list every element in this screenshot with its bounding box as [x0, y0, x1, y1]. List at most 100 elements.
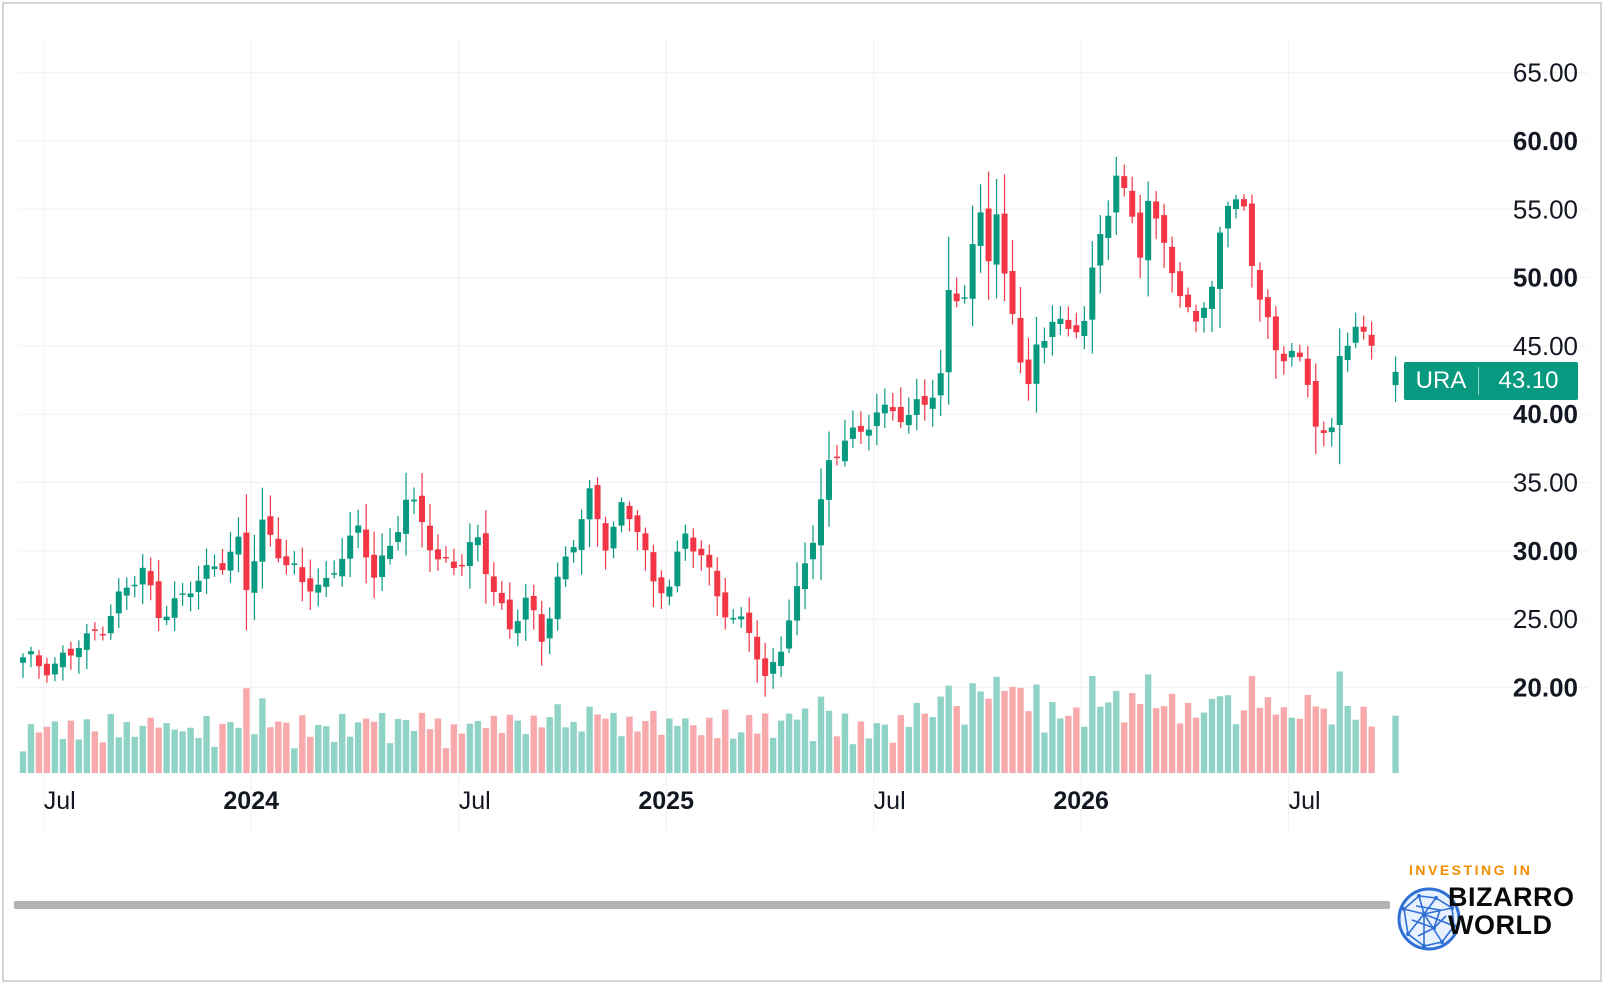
- candle-series[interactable]: [20, 156, 1399, 697]
- candle-body: [570, 547, 577, 553]
- candle-body: [778, 651, 785, 667]
- volume-bar: [1081, 726, 1088, 773]
- last-price-tag: URA 43.10: [1404, 362, 1578, 400]
- candle-body: [825, 460, 832, 500]
- volume-bar: [969, 683, 976, 773]
- volume-bar: [698, 735, 705, 773]
- candle-body: [355, 525, 362, 533]
- volume-bar: [1129, 693, 1136, 773]
- candle-body: [434, 549, 441, 560]
- volume-bar: [801, 708, 809, 773]
- volume-bar: [1033, 684, 1040, 773]
- candle-body: [746, 612, 753, 634]
- volume-bar: [1216, 696, 1224, 773]
- candle-body: [1017, 317, 1024, 363]
- volume-bar: [227, 721, 234, 773]
- x-tick-label: 2024: [223, 787, 279, 815]
- volume-bar: [75, 739, 83, 773]
- x-axis[interactable]: Jul 2024 Jul 2025 Jul 2026 Jul: [44, 787, 1321, 815]
- volume-bar: [1280, 707, 1288, 773]
- volume-bar: [1328, 724, 1335, 773]
- volume-bar: [1097, 706, 1104, 773]
- volume-bar: [817, 696, 825, 773]
- candle-body: [1113, 175, 1120, 213]
- candle-body: [474, 537, 481, 546]
- candle-body: [929, 397, 936, 409]
- candle-body: [179, 593, 186, 595]
- candle-body: [426, 525, 433, 551]
- candle-body: [969, 244, 976, 299]
- volume-bar: [1368, 726, 1375, 773]
- x-tick-label: Jul: [874, 787, 906, 815]
- volume-bar: [1320, 708, 1327, 773]
- candle-body: [658, 577, 665, 594]
- candle-body: [770, 662, 777, 674]
- volume-bar: [1049, 702, 1056, 773]
- candle-body: [1392, 371, 1399, 386]
- x-tick-label: Jul: [44, 787, 76, 815]
- volume-bar: [1272, 714, 1280, 773]
- time-scrollbar[interactable]: [14, 901, 1390, 909]
- volume-bar: [841, 713, 849, 773]
- candle-body: [1288, 350, 1295, 358]
- plot-background: [18, 40, 1588, 830]
- volume-bar: [434, 718, 442, 773]
- candle-body: [411, 499, 418, 502]
- candle-body: [1296, 352, 1303, 358]
- candle-body: [841, 440, 848, 462]
- price-tag-value: 43.10: [1498, 367, 1559, 394]
- volume-bar: [554, 704, 561, 773]
- candle-body: [610, 526, 617, 549]
- volume-bar: [1144, 674, 1152, 773]
- candle-body: [490, 576, 497, 593]
- volume-bar: [195, 737, 202, 773]
- volume-bar: [953, 706, 960, 773]
- volume-bar: [905, 726, 912, 773]
- candle-body: [1336, 355, 1343, 426]
- candle-body: [195, 580, 202, 593]
- volume-bar: [163, 723, 170, 773]
- volume-bar: [402, 719, 410, 773]
- logo-word-bizarro: BIZARRO: [1448, 882, 1575, 912]
- candle-body: [1041, 341, 1048, 348]
- volume-bar: [865, 738, 873, 773]
- volume-bar: [873, 723, 881, 773]
- volume-bar: [769, 737, 777, 773]
- candle-body: [586, 488, 593, 520]
- volume-bar: [442, 748, 450, 773]
- candle-body: [315, 584, 322, 593]
- y-axis[interactable]: 65.00 60.00 55.00 50.00 45.00 40.00 35.00 30.00…: [1513, 58, 1578, 703]
- logo-word-world: WORLD: [1448, 910, 1553, 940]
- candle-body: [458, 564, 465, 567]
- volume-bar: [418, 712, 426, 773]
- volume-bar: [339, 713, 346, 773]
- volume-bar: [410, 730, 418, 773]
- volume-bar: [331, 741, 338, 773]
- candle-body: [1033, 344, 1040, 384]
- candle-body: [20, 657, 26, 663]
- volume-bar: [626, 716, 633, 773]
- volume-bar: [35, 732, 43, 773]
- volume-bar: [91, 731, 99, 773]
- globe-icon: [1397, 887, 1461, 951]
- candle-body: [1089, 267, 1096, 320]
- candle-body: [107, 615, 114, 634]
- volume-bar: [666, 718, 673, 773]
- candle-body: [387, 545, 394, 559]
- candle-body: [833, 456, 840, 459]
- candle-body: [993, 214, 1000, 265]
- candle-body: [51, 663, 58, 675]
- candle-body: [203, 565, 210, 579]
- candle-body: [155, 581, 162, 618]
- volume-bar: [315, 724, 322, 773]
- volume-bar: [1256, 707, 1264, 773]
- candle-body: [618, 502, 625, 526]
- volume-bar: [155, 727, 162, 773]
- volume-bar: [921, 713, 928, 773]
- candle-body: [730, 617, 737, 620]
- candle-body: [243, 532, 250, 591]
- volume-bar: [1208, 698, 1216, 773]
- candle-body: [1129, 190, 1136, 217]
- volume-bar: [825, 710, 833, 773]
